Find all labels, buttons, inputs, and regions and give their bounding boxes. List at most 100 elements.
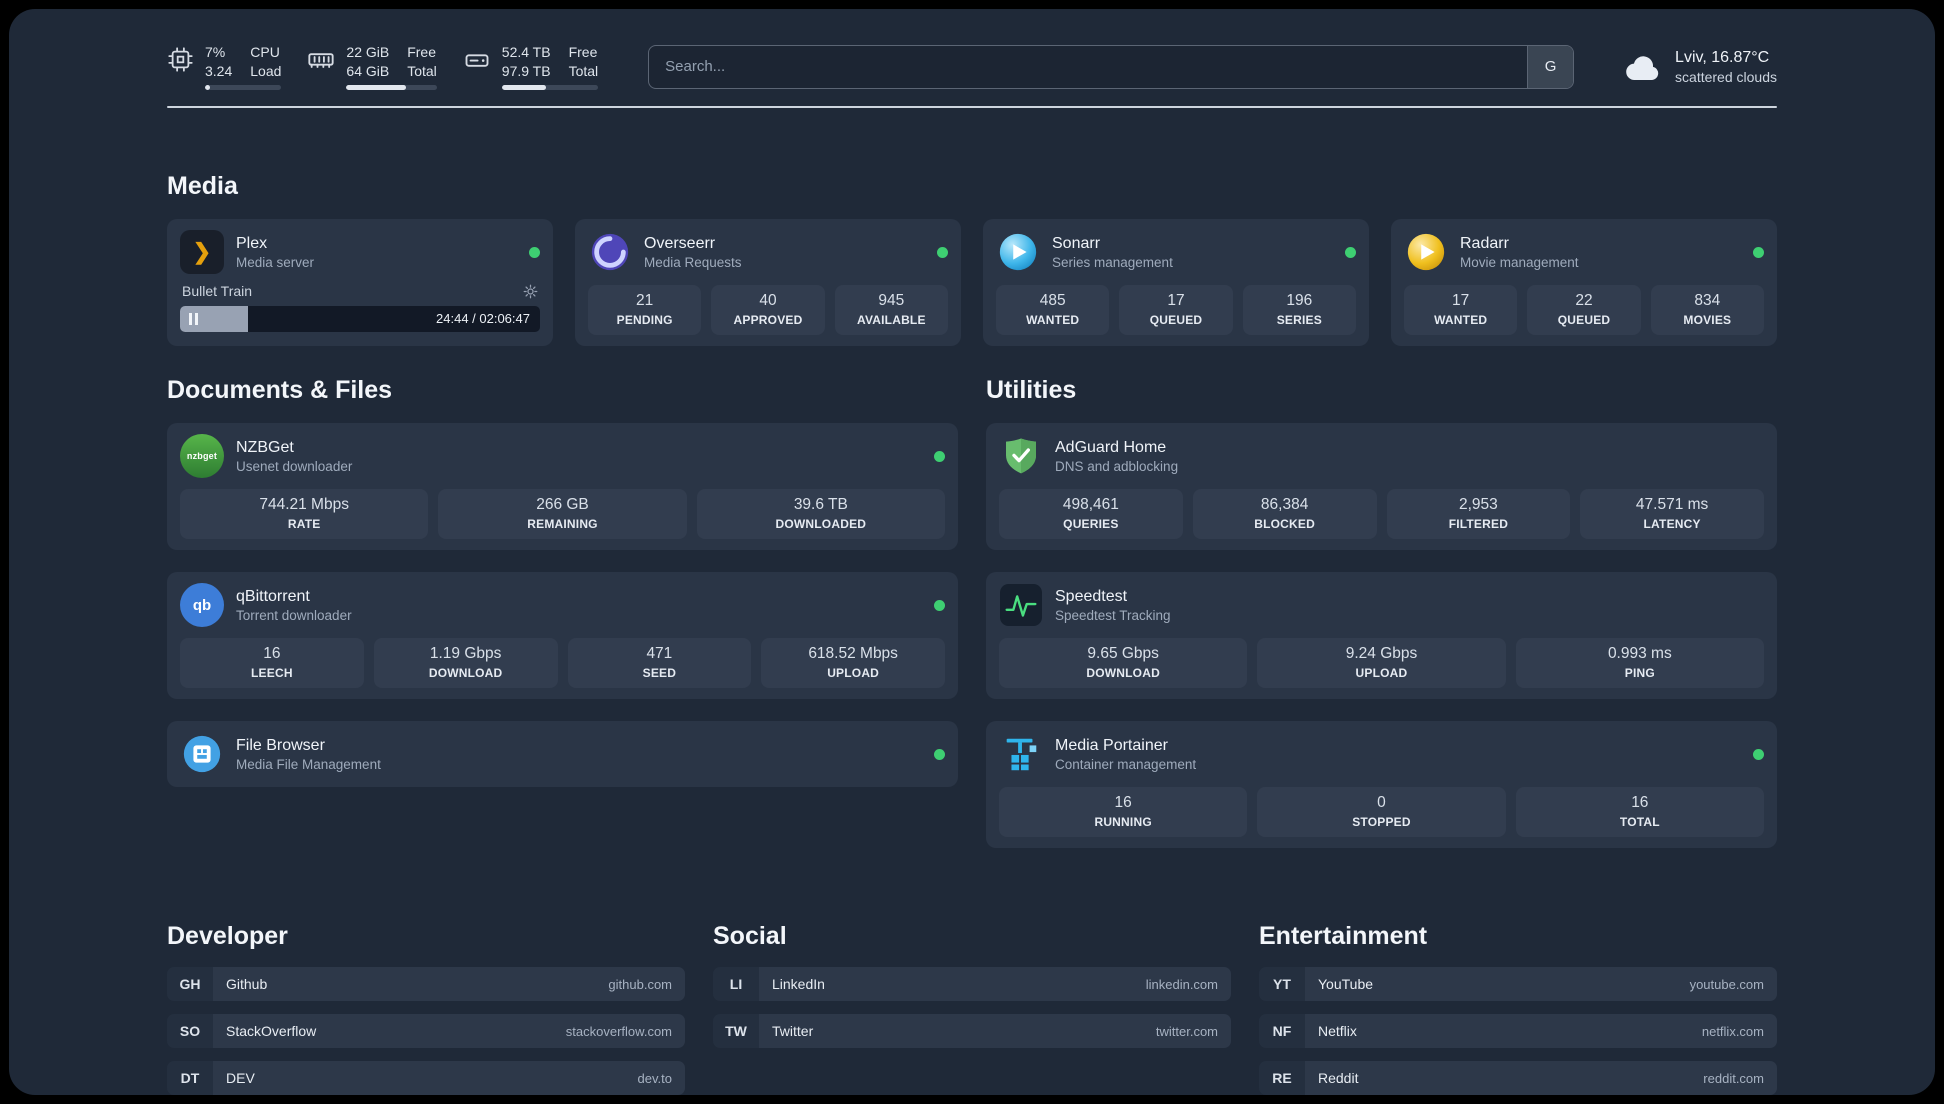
bookmark-domain: netflix.com [1701,1023,1764,1039]
service-subtitle: Usenet downloader [236,458,353,474]
memory-label-1: Free [407,44,437,60]
now-playing-title: Bullet Train [182,283,253,300]
service-card-adguard[interactable]: AdGuard Home DNS and adblocking 498,461 … [986,423,1777,551]
stat-box: 22 QUEUED [1527,285,1641,336]
service-card-filebrowser[interactable]: File Browser Media File Management [167,721,958,788]
bookmark-abbr: NF [1259,1014,1305,1049]
bookmark-domain: dev.to [637,1070,672,1086]
sonarr-icon [996,230,1040,274]
service-name: File Browser [236,736,325,754]
stat-box: 9.65 Gbps DOWNLOAD [999,638,1248,689]
memory-icon [307,46,335,74]
service-card-nzbget[interactable]: nzbget NZBGet Usenet downloader 744.21 M… [167,423,958,551]
qbittorrent-icon: qb [180,583,224,628]
bookmark-name: Github [226,976,268,993]
stat-box: 1.19 Gbps DOWNLOAD [373,638,558,689]
gear-icon[interactable] [523,284,538,299]
bookmark-name: DEV [226,1070,255,1087]
service-name: Radarr [1460,234,1509,252]
stat-box: 471 SEED [567,638,752,689]
playback-time: 24:44 / 02:06:47 [436,311,530,327]
bookmark-twitter[interactable]: TW Twitter twitter.com [713,1014,1231,1049]
service-subtitle: Torrent downloader [236,607,352,623]
section-title-developer: Developer [167,922,288,951]
status-online-dot [934,450,945,462]
service-name: Media Portainer [1055,736,1168,754]
service-name: qBittorrent [236,587,310,605]
bookmark-name: Twitter [772,1023,814,1040]
status-online-dot [934,599,945,611]
status-online-dot [529,246,540,258]
status-online-dot [934,748,945,760]
service-card-speedtest[interactable]: Speedtest Speedtest Tracking 9.65 Gbps D… [986,572,1777,700]
stat-box: 9.24 Gbps UPLOAD [1257,638,1506,689]
service-subtitle: Container management [1055,756,1197,772]
bookmark-domain: github.com [608,976,672,992]
service-name: Speedtest [1055,587,1128,605]
stat-box: 834 MOVIES [1650,285,1764,336]
status-online-dot [1345,246,1356,258]
disk-total-value: 97.9 TB [501,63,551,80]
cpu-icon [167,46,194,73]
bookmark-stackoverflow[interactable]: SO StackOverflow stackoverflow.com [167,1014,685,1049]
service-card-qbittorrent[interactable]: qb qBittorrent Torrent downloader 16 LEE… [167,572,958,700]
service-subtitle: Media File Management [236,756,381,772]
service-subtitle: Media server [236,254,315,270]
portainer-icon [999,732,1043,776]
bookmark-linkedin[interactable]: LI LinkedIn linkedin.com [713,967,1231,1002]
documents-column: Documents & Files nzbget NZBGet Usenet d… [167,376,958,848]
cpu-progress-bar [205,85,282,91]
weather-location: Lviv, 16.87°C [1675,48,1770,66]
cpu-percent: 7% [205,44,226,60]
bookmark-reddit[interactable]: RE Reddit reddit.com [1259,1061,1777,1096]
stat-box: 40 APPROVED [711,285,825,336]
section-title-social: Social [713,922,787,951]
dashboard: 7% CPU 3.24 Load 22 GiB [9,9,1935,1096]
memory-progress-fill [346,85,407,91]
cloud-icon [1624,52,1662,82]
weather-widget: Lviv, 16.87°C scattered clouds [1624,49,1777,85]
stat-box: 17 QUEUED [1119,285,1233,336]
service-card-overseerr[interactable]: Overseerr Media Requests 21 PENDING 40 A… [575,219,961,347]
disk-widget: 52.4 TB Free 97.9 TB Total [463,43,599,91]
service-card-portainer[interactable]: Media Portainer Container management 16 … [986,721,1777,849]
stat-box: 86,384 BLOCKED [1192,489,1377,540]
pause-icon[interactable] [189,313,198,326]
topbar-divider [167,106,1777,109]
search-provider-button[interactable]: G [1527,45,1574,88]
memory-progress-bar [346,85,437,91]
service-card-plex[interactable]: ❯ Plex Media server Bullet Train [167,219,553,347]
overseerr-icon [588,230,632,274]
search-bar: G [648,44,1575,89]
disk-label-1: Free [568,44,598,60]
bookmark-name: YouTube [1318,976,1374,993]
bookmarks-developer: Developer GH Github github.com SO StackO… [167,922,685,1096]
speedtest-icon [999,583,1043,627]
stat-box: 39.6 TB DOWNLOADED [696,489,945,540]
disk-label-2: Total [568,63,599,80]
stat-box: 47.571 ms LATENCY [1580,489,1764,540]
stat-box: 485 WANTED [996,285,1110,336]
status-online-dot [1753,748,1764,760]
stat-box: 618.52 Mbps UPLOAD [761,638,945,689]
bookmark-github[interactable]: GH Github github.com [167,967,685,1002]
bookmark-name: Reddit [1318,1070,1359,1087]
bookmark-dev[interactable]: DT DEV dev.to [167,1061,685,1096]
bookmark-youtube[interactable]: YT YouTube youtube.com [1259,967,1777,1002]
cpu-progress-fill [205,85,211,91]
section-title-media: Media [167,172,238,201]
playback-progress-bar[interactable]: 24:44 / 02:06:47 [180,306,540,333]
service-name: Sonarr [1052,234,1101,252]
search-input[interactable] [649,45,1528,88]
bookmark-name: Netflix [1318,1023,1357,1040]
service-card-radarr[interactable]: Radarr Movie management 17 WANTED 22 QUE… [1391,219,1777,347]
plex-icon: ❯ [180,230,224,275]
stat-box: 945 AVAILABLE [834,285,948,336]
bookmark-netflix[interactable]: NF Netflix netflix.com [1259,1014,1777,1049]
status-online-dot [1753,246,1764,258]
service-subtitle: Media Requests [644,254,742,270]
service-card-sonarr[interactable]: Sonarr Series management 485 WANTED 17 Q… [983,219,1369,347]
filebrowser-icon [180,732,224,776]
adguard-icon [999,434,1043,478]
bookmark-abbr: GH [167,967,213,1002]
